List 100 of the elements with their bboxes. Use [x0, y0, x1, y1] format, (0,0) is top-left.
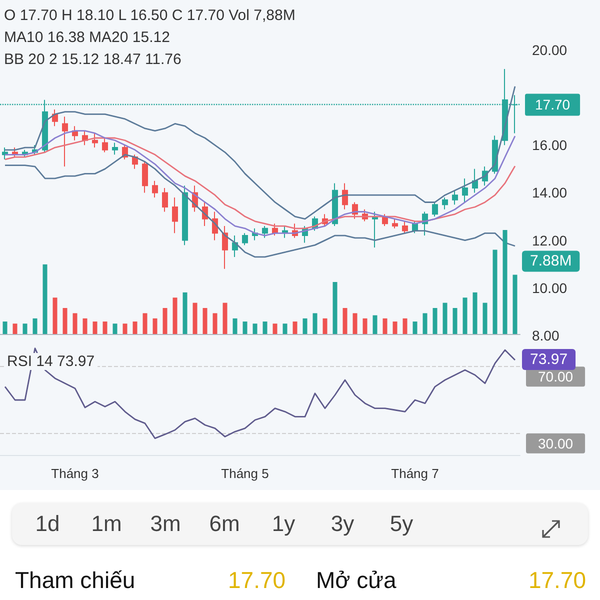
- candlestick: [162, 187, 168, 212]
- bar: [122, 324, 128, 334]
- annotation: O 17.70 H 18.10 L 16.50 C 17.70 Vol 7,88M: [4, 7, 296, 24]
- bar: [452, 308, 458, 334]
- candlestick: [152, 180, 158, 198]
- bar: [242, 322, 248, 334]
- x-tick-label: Tháng 7: [391, 466, 439, 481]
- category-label: 5y: [388, 511, 414, 537]
- text: 17.70: [528, 567, 586, 594]
- bar: [52, 298, 58, 334]
- line-series: [4, 154, 516, 258]
- candlestick: [182, 185, 188, 246]
- candlestick: [432, 202, 438, 218]
- bar: [62, 308, 68, 334]
- bar: [32, 318, 38, 334]
- candlestick: [392, 218, 398, 229]
- bar: [272, 324, 278, 334]
- candlestick: [242, 232, 248, 246]
- bar: [42, 264, 48, 334]
- candlestick: [132, 154, 138, 170]
- bar: [92, 322, 98, 334]
- line-series: [4, 86, 516, 220]
- bar: [502, 230, 508, 334]
- bar: [442, 302, 448, 334]
- category-label: 3m: [149, 511, 182, 537]
- text: 7.88M: [530, 252, 572, 270]
- bar: [252, 324, 258, 334]
- bar: [512, 274, 518, 334]
- bar: [162, 308, 168, 334]
- bar: [212, 313, 218, 334]
- candlestick: [402, 220, 408, 234]
- y-tick-label: 20.00: [532, 42, 568, 58]
- y-tick-label: 8.00: [532, 327, 560, 344]
- bar: [262, 322, 268, 334]
- category-label: 1y: [270, 511, 296, 537]
- candlestick: [172, 196, 178, 234]
- category-label: 3y: [330, 511, 356, 537]
- candlestick: [452, 190, 458, 206]
- candlestick: [372, 211, 378, 248]
- bar: [232, 318, 238, 334]
- category-label: 6m: [208, 511, 241, 537]
- candlestick: [262, 226, 268, 238]
- bar: [342, 308, 348, 334]
- bar: [22, 324, 28, 334]
- candlestick: [2, 147, 8, 160]
- bar: [492, 250, 498, 334]
- candlestick: [462, 178, 468, 203]
- bar: [282, 324, 288, 334]
- candlestick: [142, 161, 148, 194]
- bar: [142, 313, 148, 334]
- bar: [362, 318, 368, 334]
- candlestick: [342, 182, 348, 210]
- bar: [462, 298, 468, 334]
- bar: [402, 318, 408, 334]
- bar: [482, 302, 488, 334]
- y-tick-label: 70.00: [538, 368, 574, 385]
- category-label: 1d: [34, 511, 61, 537]
- bar: [172, 298, 178, 334]
- candlestick: [222, 226, 228, 270]
- text: Mở cửa: [316, 567, 396, 594]
- bar: [422, 313, 428, 334]
- bar: [312, 313, 318, 334]
- text: 17.70: [228, 567, 286, 594]
- bar: [102, 322, 108, 334]
- x-tick-label: Tháng 3: [51, 466, 99, 481]
- bar: [132, 322, 138, 334]
- bar: [72, 313, 78, 334]
- bar: [392, 322, 398, 334]
- candlestick: [442, 196, 448, 210]
- text: Tham chiếu: [15, 567, 136, 594]
- bar: [112, 324, 118, 334]
- candlestick: [62, 116, 68, 168]
- y-tick-label: 14.00: [532, 184, 568, 201]
- category-label: 1m: [90, 511, 123, 537]
- bar: [12, 324, 18, 334]
- bar: [292, 322, 298, 334]
- candlestick: [102, 138, 108, 153]
- text: 73.97: [530, 351, 568, 368]
- ref-line-label: 17.70: [535, 96, 570, 113]
- candlestick: [472, 168, 478, 194]
- bar: [192, 302, 198, 334]
- bar: [2, 322, 8, 334]
- bar: [372, 315, 378, 334]
- bar: [352, 313, 358, 334]
- bar: [82, 318, 88, 334]
- bar: [472, 292, 478, 334]
- bar: [302, 318, 308, 334]
- y-tick-label: 10.00: [532, 280, 568, 296]
- candlestick: [112, 142, 118, 156]
- bar: [222, 302, 228, 334]
- bar: [432, 308, 438, 334]
- x-tick-label: Tháng 5: [221, 466, 269, 481]
- bar: [322, 318, 328, 334]
- bar: [202, 308, 208, 334]
- bar: [382, 318, 388, 334]
- candlestick: [92, 132, 98, 148]
- bar: [182, 292, 188, 334]
- annotation: BB 20 2 15.12 18.47 11.76: [4, 51, 182, 68]
- bar: [412, 322, 418, 334]
- y-tick-label: 30.00: [538, 435, 574, 452]
